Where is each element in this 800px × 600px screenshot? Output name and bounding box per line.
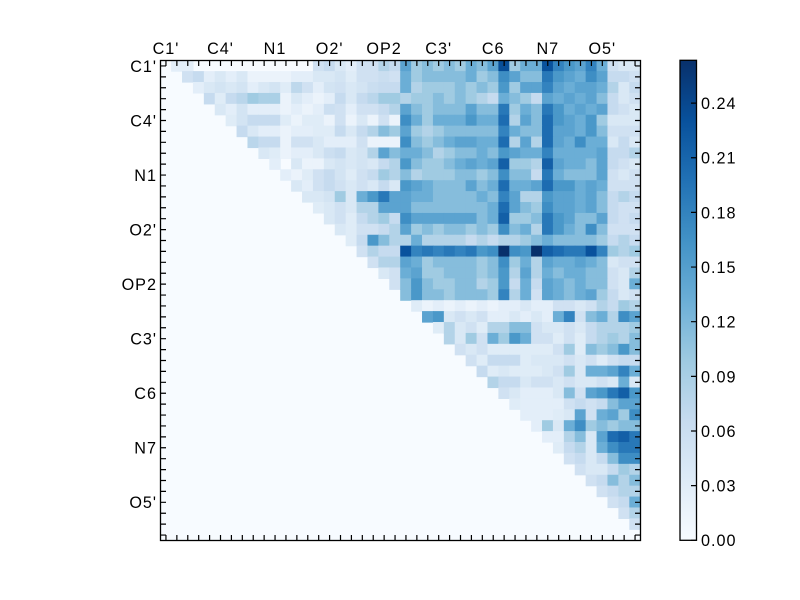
svg-text:N7: N7	[536, 40, 559, 58]
svg-text:0.18: 0.18	[701, 204, 737, 222]
svg-text:0.00: 0.00	[701, 532, 737, 550]
svg-text:C6: C6	[134, 385, 157, 403]
svg-text:0.21: 0.21	[701, 150, 737, 168]
svg-text:0.12: 0.12	[701, 314, 737, 332]
svg-text:0.09: 0.09	[701, 368, 737, 386]
svg-text:0.03: 0.03	[701, 478, 737, 496]
svg-text:C6: C6	[482, 40, 505, 58]
svg-text:C3': C3'	[425, 40, 452, 58]
svg-text:O5': O5'	[588, 40, 616, 58]
svg-text:N1: N1	[134, 167, 157, 185]
svg-text:0.06: 0.06	[701, 423, 737, 441]
svg-text:C1': C1'	[153, 40, 180, 58]
svg-text:C3': C3'	[130, 331, 157, 349]
svg-text:C4': C4'	[207, 40, 234, 58]
svg-text:OP2: OP2	[366, 40, 401, 58]
svg-text:N7: N7	[134, 440, 157, 458]
svg-text:O2': O2'	[316, 40, 344, 58]
svg-text:0.24: 0.24	[701, 95, 737, 113]
svg-text:C4': C4'	[130, 112, 157, 130]
svg-text:O2': O2'	[129, 222, 157, 240]
svg-text:C1': C1'	[130, 58, 157, 76]
svg-text:O5': O5'	[129, 494, 157, 512]
svg-text:N1: N1	[264, 40, 287, 58]
svg-text:0.15: 0.15	[701, 259, 737, 277]
svg-text:OP2: OP2	[122, 276, 157, 294]
